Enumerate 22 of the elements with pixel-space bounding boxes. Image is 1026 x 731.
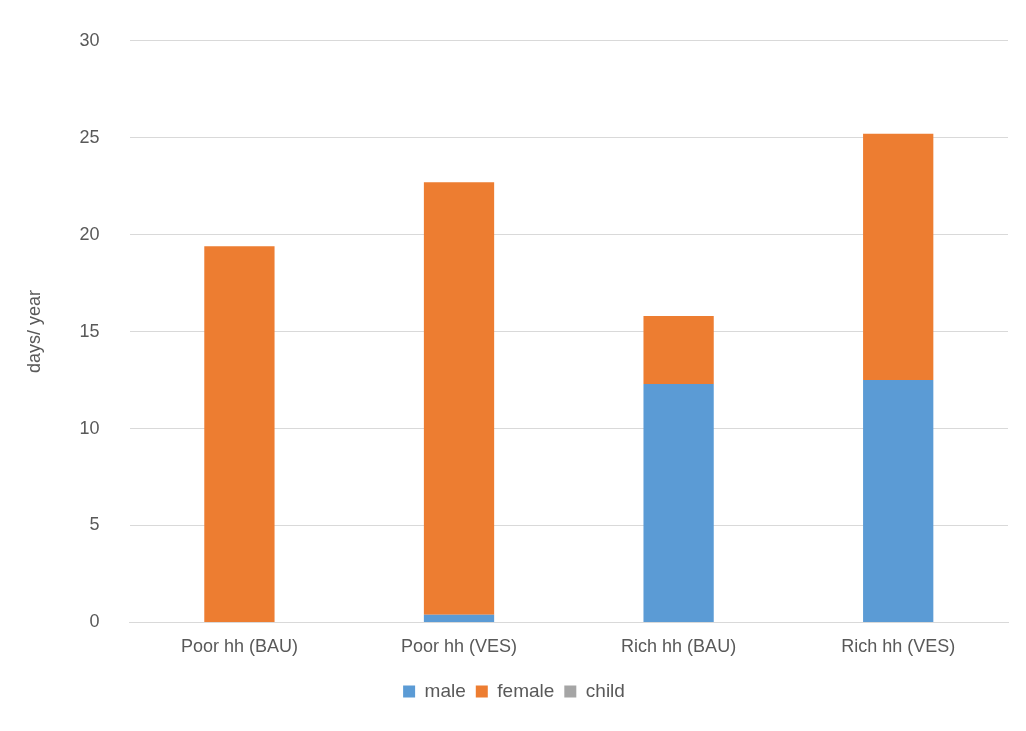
bar (643, 316, 714, 384)
x-tick-label: Poor hh (BAU) (180, 636, 298, 657)
legend-label: female (497, 679, 555, 701)
y-tick-label: 5 (89, 514, 100, 535)
y-tick-label: 30 (79, 29, 100, 50)
legend-label: child (585, 679, 625, 701)
y-tick-label: 25 (79, 126, 100, 147)
x-tick-label: Rich hh (VES) (841, 636, 956, 657)
legend-label: male (424, 679, 466, 701)
bar (204, 246, 275, 622)
bar (863, 380, 934, 622)
y-tick-label: 10 (79, 417, 100, 438)
bar (643, 383, 714, 622)
x-tick-label: Poor hh (VES) (400, 636, 518, 657)
bar (423, 182, 495, 615)
y-tick-label: 20 (79, 223, 100, 244)
x-tick-label: Rich hh (BAU) (621, 636, 737, 657)
bar (423, 614, 495, 622)
y-tick-label: 0 (89, 611, 100, 632)
y-tick-label: 15 (79, 320, 100, 341)
bar (863, 133, 934, 381)
y-axis-title: days/ year (23, 290, 44, 374)
